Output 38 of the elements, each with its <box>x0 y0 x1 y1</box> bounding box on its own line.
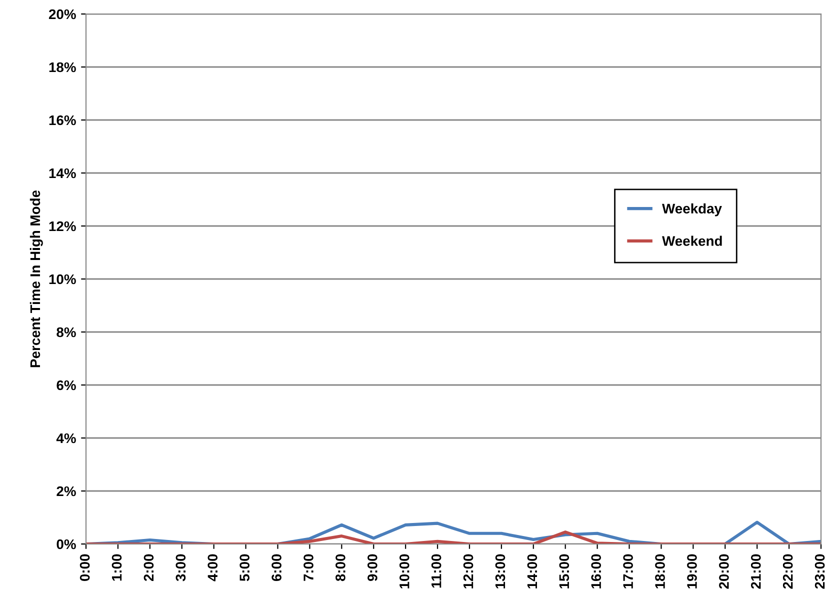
y-axis-title: Percent Time In High Mode <box>30 190 43 368</box>
y-tick-label: 6% <box>56 380 76 390</box>
x-tick-label: 8:00 <box>336 554 346 582</box>
y-tick-label: 10% <box>49 274 76 284</box>
x-tick-label: 19:00 <box>687 554 697 588</box>
y-tick-label: 20% <box>48 9 76 20</box>
y-tick-label: 14% <box>49 168 76 178</box>
y-tick-label: 18% <box>49 62 76 72</box>
x-tick-label: 18:00 <box>655 554 665 588</box>
x-tick-label: 4:00 <box>208 554 218 582</box>
x-tick-label: 20:00 <box>719 554 729 589</box>
y-tick-label: 8% <box>56 327 76 338</box>
x-tick-label: 22:00 <box>782 554 793 589</box>
x-tick-label: 2:00 <box>144 554 154 582</box>
x-tick-label: 13:00 <box>495 554 506 588</box>
x-tick-label: 14:00 <box>527 554 538 588</box>
x-tick-label: 0:00 <box>80 554 90 581</box>
x-tick-label: 1:00 <box>112 554 122 581</box>
y-tick-label: 4% <box>56 433 76 444</box>
x-tick-label: 10:00 <box>399 554 410 588</box>
x-tick-label: 7:00 <box>304 554 314 581</box>
x-tick-label: 3:00 <box>176 554 186 582</box>
x-tick-label: 15:00 <box>559 554 570 588</box>
x-tick-label: 9:00 <box>368 554 378 582</box>
x-tick-label: 17:00 <box>623 554 633 588</box>
x-tick-label: 16:00 <box>591 554 602 588</box>
legend-label: Weekend <box>662 236 722 246</box>
x-tick-label: 5:00 <box>240 554 250 582</box>
x-tick-label: 23:00 <box>814 554 825 589</box>
y-tick-label: 12% <box>49 221 76 232</box>
y-tick-label: 16% <box>49 115 76 126</box>
x-tick-label: 12:00 <box>463 554 474 588</box>
legend-label: Weekday <box>662 203 722 216</box>
x-tick-label: 11:00 <box>431 554 442 588</box>
x-tick-label: 21:00 <box>750 554 761 589</box>
y-tick-label: 0% <box>56 539 76 550</box>
y-tick-label: 2% <box>56 486 76 496</box>
x-tick-label: 6:00 <box>272 554 282 582</box>
